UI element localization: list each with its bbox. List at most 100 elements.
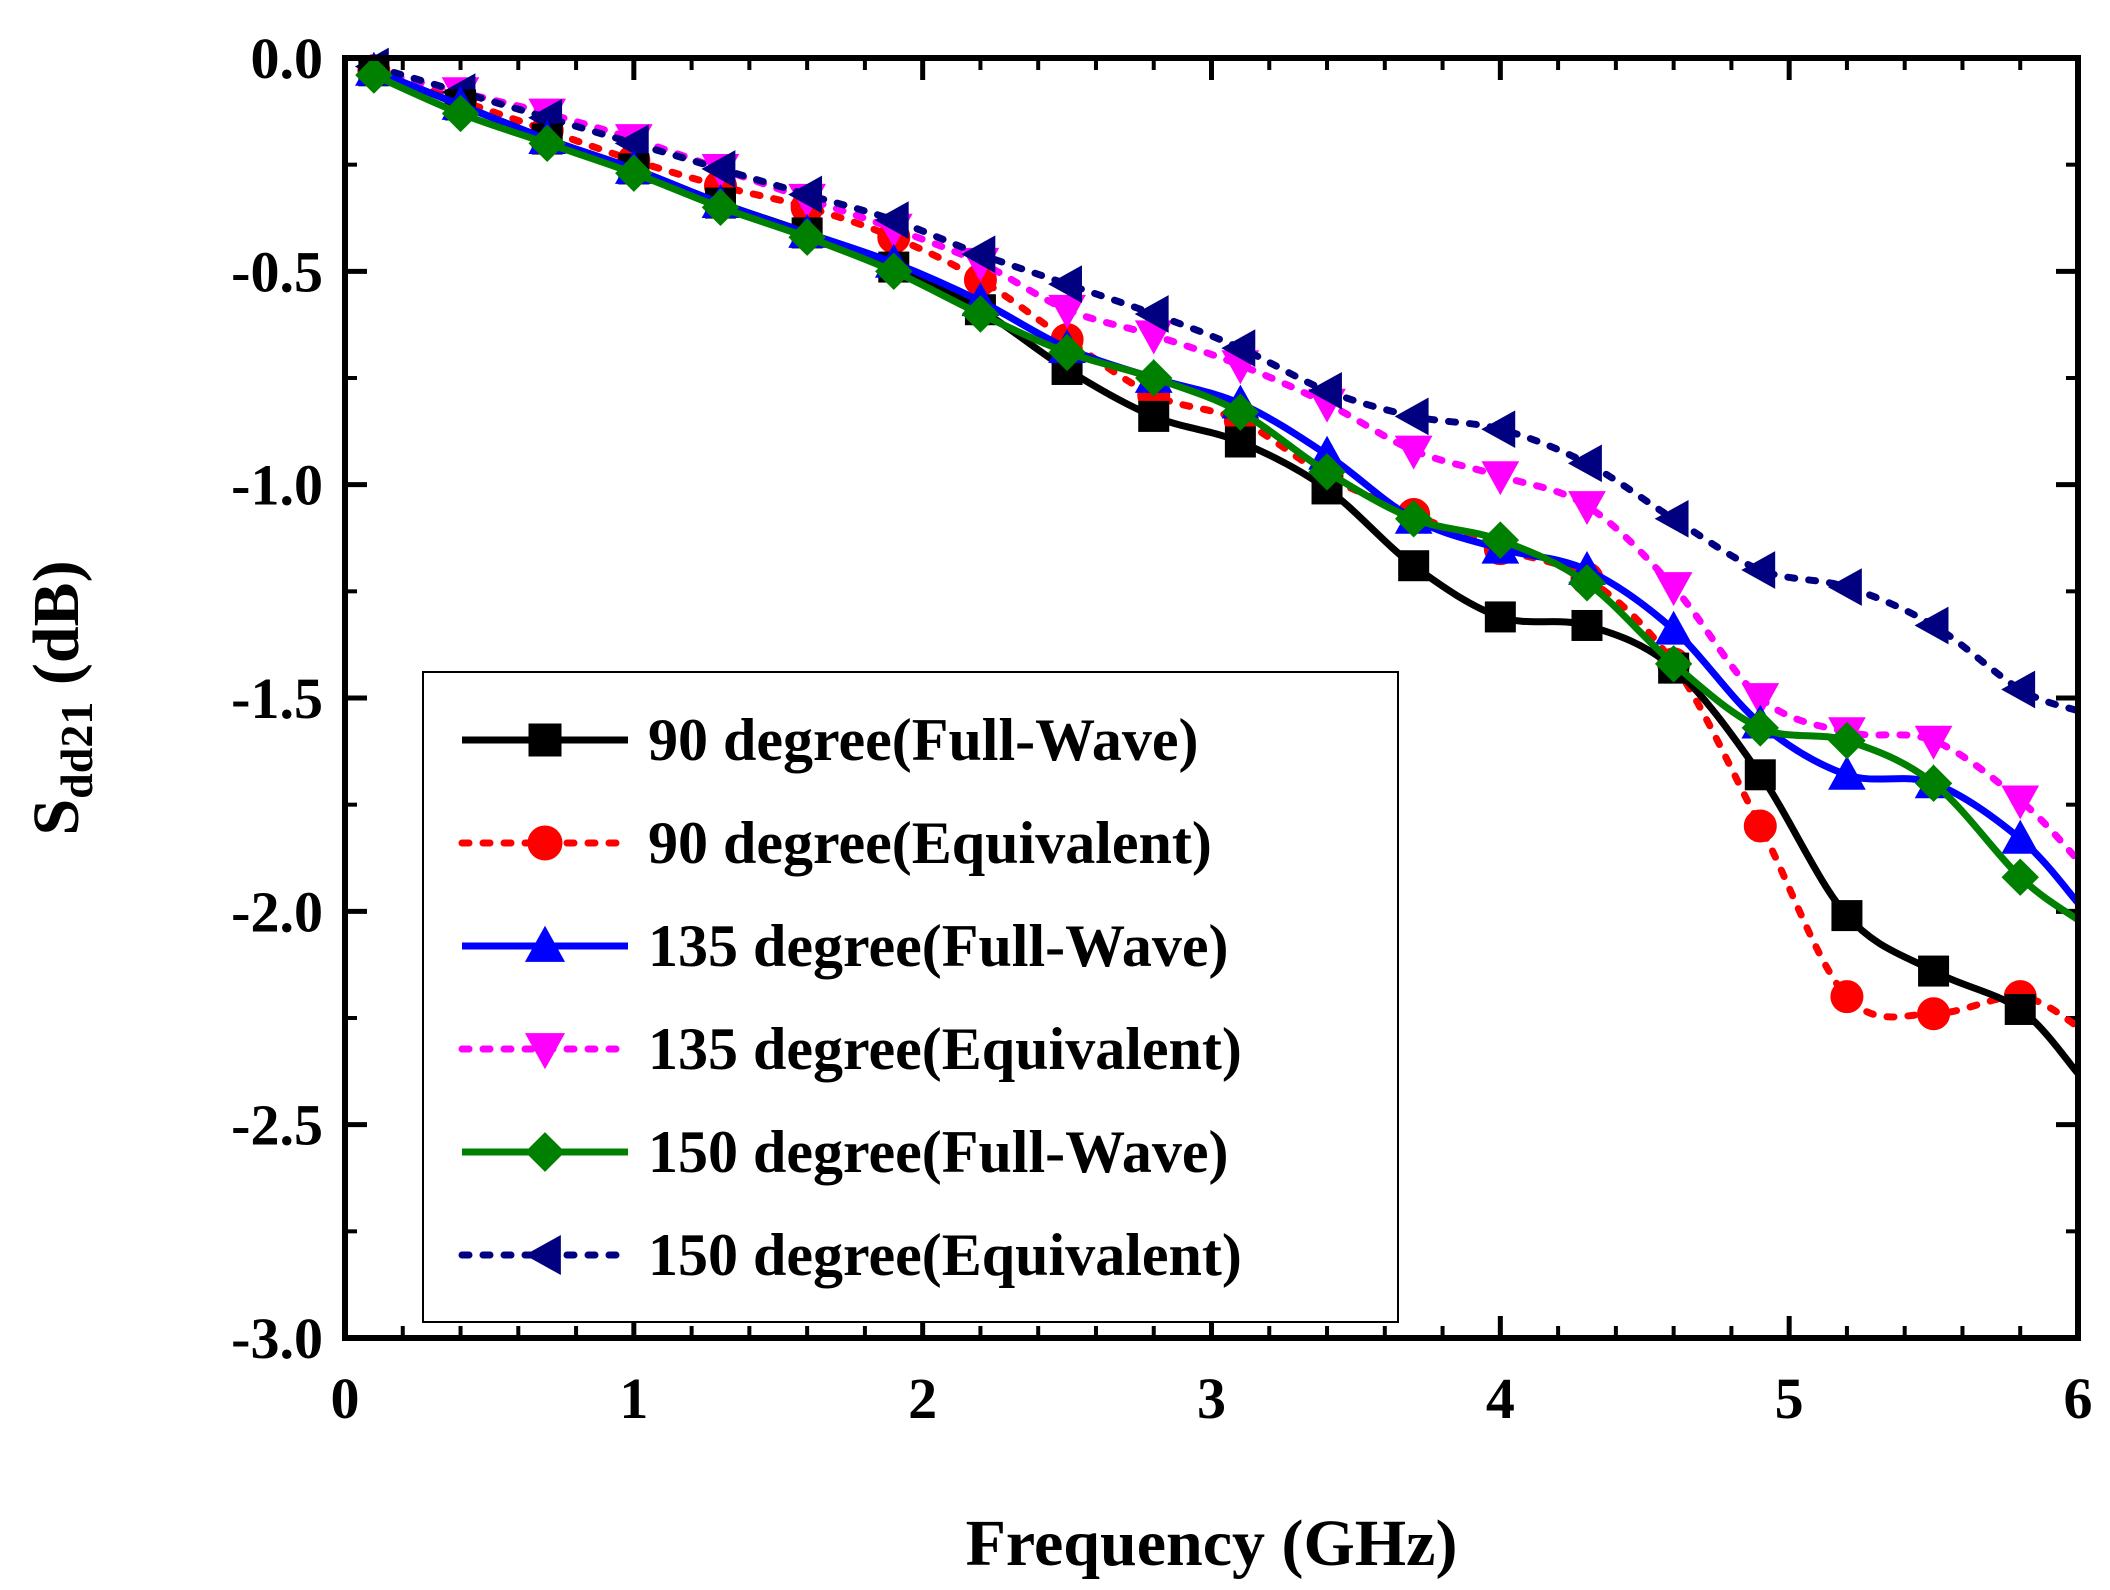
data-point bbox=[788, 175, 823, 214]
data-point bbox=[961, 295, 1000, 333]
data-point bbox=[1484, 601, 1516, 633]
y-axis-title-unit: (dB) bbox=[20, 560, 93, 701]
data-point bbox=[1914, 725, 1953, 760]
data-point bbox=[1654, 572, 1693, 607]
series-5 bbox=[355, 56, 2081, 923]
data-point bbox=[1224, 426, 1256, 458]
data-point bbox=[1831, 900, 1863, 932]
x-tick-label: 3 bbox=[1197, 1366, 1226, 1431]
data-point bbox=[1741, 551, 1776, 589]
y-tick-label: -1.5 bbox=[231, 666, 323, 731]
data-point bbox=[1394, 435, 1433, 470]
data-point bbox=[1918, 955, 1950, 987]
legend-label: 150 degree(Full-Wave) bbox=[648, 1119, 1228, 1185]
legend-label: 135 degree(Full-Wave) bbox=[648, 913, 1228, 979]
legend-item: 135 degree(Full-Wave) bbox=[462, 913, 1228, 979]
data-point bbox=[1138, 400, 1170, 432]
data-point bbox=[1134, 295, 1169, 333]
data-point bbox=[788, 218, 826, 256]
legend-item: 90 degree(Full-Wave) bbox=[462, 707, 1198, 773]
data-point bbox=[1567, 444, 1602, 483]
y-tick-label: -2.0 bbox=[231, 879, 323, 944]
legend-label: 90 degree(Full-Wave) bbox=[648, 707, 1198, 773]
y-tick-label: -3.0 bbox=[231, 1306, 323, 1371]
x-tick-label: 6 bbox=[2064, 1366, 2093, 1431]
legend-marker bbox=[525, 1132, 565, 1172]
data-point bbox=[615, 154, 653, 192]
data-point bbox=[701, 188, 740, 227]
series-line bbox=[372, 67, 2081, 906]
data-point bbox=[1481, 461, 1520, 496]
series-6 bbox=[354, 47, 2082, 715]
x-tick-label: 0 bbox=[331, 1366, 360, 1431]
data-point bbox=[2001, 819, 2040, 854]
plot-frame bbox=[342, 55, 2081, 1341]
data-point bbox=[1394, 397, 1429, 436]
legend-marker bbox=[524, 1234, 561, 1276]
data-point bbox=[1048, 294, 1086, 329]
y-tick-labels: 0.0 -0.5 -1.0 -1.5 -2.0 -2.5 -3.0 bbox=[231, 26, 323, 1371]
data-point bbox=[874, 201, 909, 239]
y-axis-title-subscript: dd21 bbox=[51, 702, 102, 799]
y-tick-label: 0.0 bbox=[251, 26, 324, 91]
data-point bbox=[1914, 764, 1953, 803]
data-point bbox=[961, 235, 996, 274]
legend-label: 90 degree(Equivalent) bbox=[648, 810, 1212, 876]
legend-item: 150 degree(Full-Wave) bbox=[462, 1119, 1228, 1185]
data-point bbox=[614, 124, 649, 163]
x-tick-label: 2 bbox=[908, 1366, 937, 1431]
data-point bbox=[2001, 858, 2039, 896]
y-axis-title-main: S bbox=[20, 799, 93, 836]
data-point bbox=[1654, 645, 1693, 683]
data-point bbox=[1741, 683, 1780, 718]
legend-item: 150 degree(Equivalent) bbox=[458, 1222, 1242, 1288]
legend-marker bbox=[524, 925, 566, 962]
data-point bbox=[1398, 550, 1430, 582]
data-point bbox=[355, 56, 393, 94]
data-point bbox=[1917, 997, 1951, 1031]
y-tick-label: -1.0 bbox=[231, 453, 323, 518]
legend-label: 150 degree(Equivalent) bbox=[648, 1222, 1242, 1288]
series-line bbox=[370, 67, 2082, 864]
data-point bbox=[1221, 329, 1256, 367]
x-tick-label: 4 bbox=[1486, 1366, 1515, 1431]
series-layer bbox=[354, 47, 2082, 1076]
legend-item: 135 degree(Equivalent) bbox=[458, 1016, 1242, 1082]
data-point bbox=[1048, 333, 1086, 372]
y-tick-label: -2.5 bbox=[231, 1093, 323, 1158]
data-point bbox=[1394, 500, 1433, 538]
data-point bbox=[441, 94, 480, 133]
legend-marker bbox=[528, 723, 562, 757]
data-point bbox=[2004, 993, 2036, 1025]
data-point bbox=[1048, 265, 1082, 303]
data-point bbox=[1654, 610, 1693, 645]
y-tick-label: -0.5 bbox=[231, 239, 323, 304]
x-tick-label: 1 bbox=[619, 1366, 648, 1431]
data-point bbox=[1744, 759, 1776, 791]
data-point bbox=[1828, 721, 1866, 760]
data-point bbox=[1568, 564, 1606, 602]
data-point bbox=[1827, 568, 1862, 606]
data-point bbox=[1308, 453, 1346, 491]
data-point bbox=[1828, 755, 1866, 790]
legend-label: 135 degree(Equivalent) bbox=[648, 1016, 1242, 1082]
legend-marker bbox=[524, 1033, 566, 1070]
data-point bbox=[1741, 709, 1779, 747]
data-point bbox=[1571, 609, 1603, 641]
data-point bbox=[1830, 980, 1864, 1014]
y-axis-title: Sdd21 (dB) bbox=[20, 560, 102, 835]
data-point bbox=[1135, 359, 1173, 397]
legend: 90 degree(Full-Wave) 90 degree(Equivalent… bbox=[422, 671, 1399, 1323]
legend-box bbox=[422, 671, 1399, 1323]
data-point bbox=[2001, 785, 2040, 820]
x-tick-label: 5 bbox=[1775, 1366, 1804, 1431]
data-point bbox=[1568, 491, 1606, 526]
x-axis-title: Frequency (GHz) bbox=[966, 1507, 1458, 1580]
series-line bbox=[370, 67, 2082, 1031]
data-point bbox=[1308, 371, 1342, 410]
legend-item: 90 degree(Equivalent) bbox=[458, 810, 1212, 876]
data-point bbox=[1481, 521, 1520, 559]
data-point bbox=[1743, 809, 1777, 843]
data-point bbox=[1221, 393, 1260, 431]
